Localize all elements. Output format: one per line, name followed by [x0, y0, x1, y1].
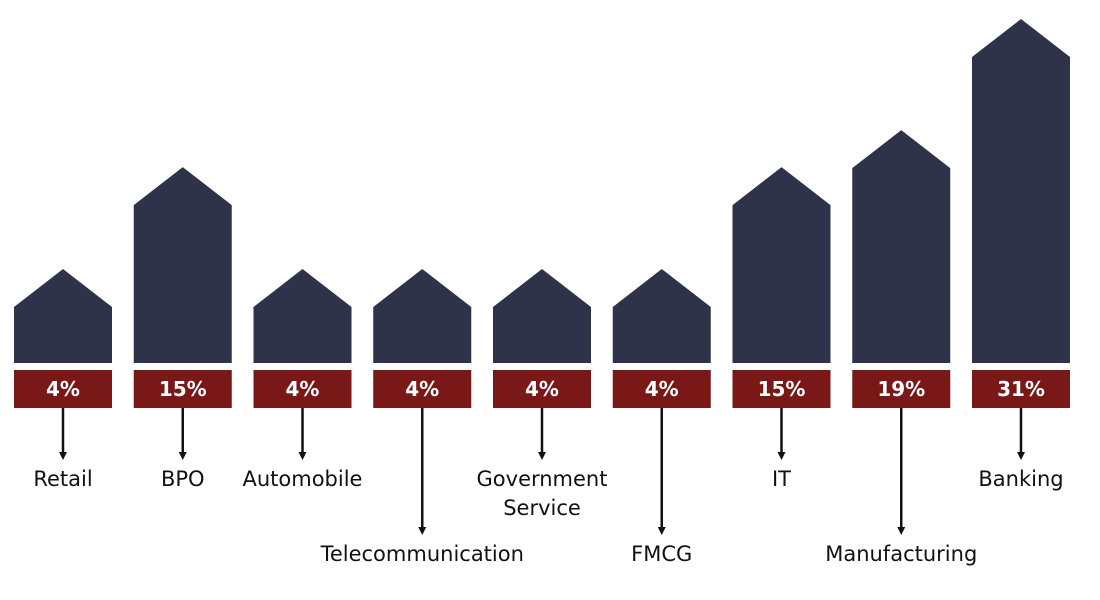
category-label-7: Manufacturing [825, 542, 977, 566]
value-label-2: 4% [286, 377, 320, 401]
category-label-line: Government [477, 467, 608, 491]
category-label-line: Retail [33, 467, 92, 491]
bar-0 [14, 269, 112, 363]
bar-4 [493, 269, 591, 363]
bar-1 [133, 167, 232, 363]
bars-group: 4% 15% 4% 4% 4% 4% 15% 19% 31% [14, 19, 1070, 408]
category-label-line: FMCG [631, 542, 692, 566]
labels-group: Retail BPO Automobile Telecommunication Gove… [33, 408, 1064, 566]
value-label-5: 4% [645, 377, 679, 401]
value-box-8 [972, 370, 1070, 408]
value-box-4 [493, 370, 591, 408]
bar-5 [612, 269, 711, 363]
bar-6 [732, 167, 831, 363]
value-box-0 [14, 370, 112, 408]
value-box-3 [373, 370, 472, 408]
bar-2 [253, 269, 352, 363]
value-label-4: 4% [525, 377, 559, 401]
value-label-3: 4% [405, 377, 439, 401]
category-label-0: Retail [33, 467, 92, 491]
category-label-1: BPO [161, 467, 205, 491]
category-label-line: Manufacturing [825, 542, 977, 566]
category-label-4: Government Service [477, 467, 608, 520]
category-label-5: FMCG [631, 542, 692, 566]
category-label-line: IT [772, 467, 791, 491]
category-label-3: Telecommunication [320, 542, 524, 566]
category-label-line: Service [503, 496, 581, 520]
category-label-line: Banking [978, 467, 1063, 491]
value-label-1: 15% [159, 377, 207, 401]
bar-3 [373, 269, 472, 363]
category-label-8: Banking [978, 467, 1063, 491]
value-box-7 [852, 370, 951, 408]
value-box-2 [253, 370, 352, 408]
value-label-8: 31% [997, 377, 1045, 401]
category-label-line: Telecommunication [320, 542, 524, 566]
value-label-0: 4% [46, 377, 80, 401]
value-label-6: 15% [758, 377, 806, 401]
bar-8 [972, 19, 1070, 363]
category-label-2: Automobile [243, 467, 363, 491]
category-label-line: BPO [161, 467, 205, 491]
value-box-1 [133, 370, 232, 408]
value-box-6 [732, 370, 831, 408]
value-box-5 [612, 370, 711, 408]
bar-7 [852, 130, 951, 363]
category-label-line: Automobile [243, 467, 363, 491]
value-label-7: 19% [877, 377, 925, 401]
category-label-6: IT [772, 467, 791, 491]
